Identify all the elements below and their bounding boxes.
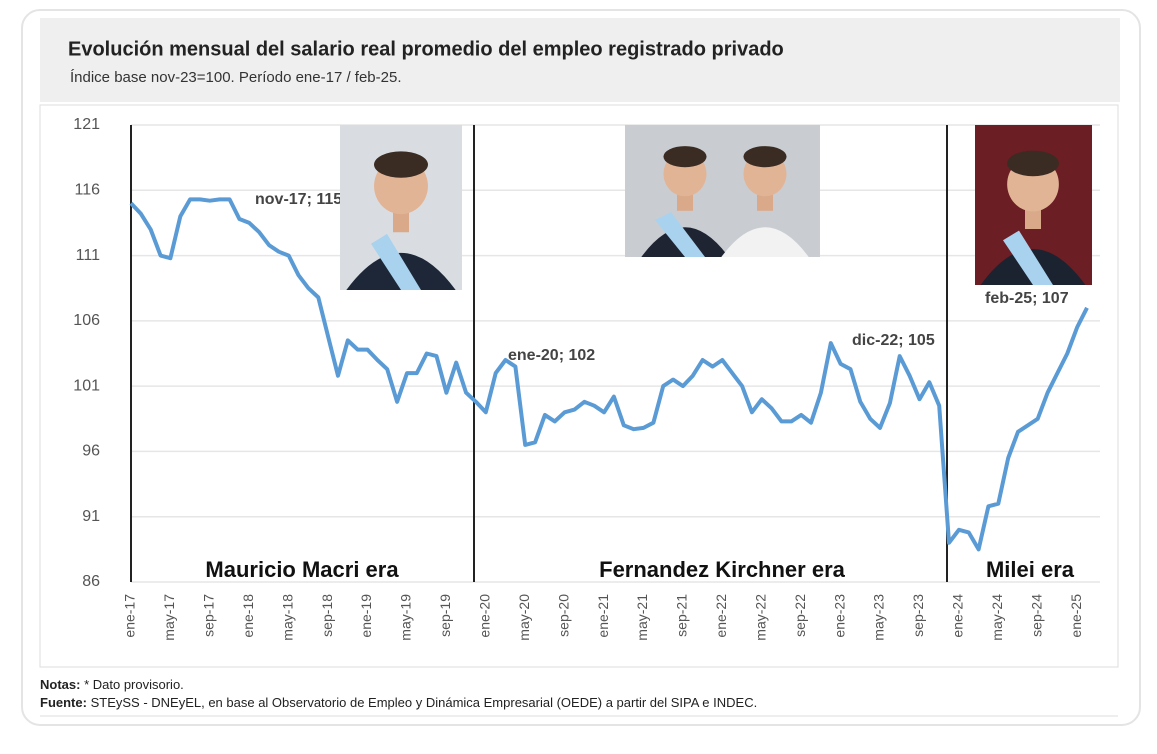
y-tick-label: 96 <box>82 443 100 460</box>
source: Fuente: STEySS - DNEyEL, en base al Obse… <box>40 695 757 710</box>
x-tick-label: sep-17 <box>201 594 217 637</box>
photo-hair <box>374 151 428 178</box>
x-tick-label: ene-25 <box>1068 594 1084 638</box>
photo-sash <box>371 233 421 290</box>
chart-title: Evolución mensual del salario real prome… <box>68 38 784 60</box>
x-tick-label: may-23 <box>871 594 887 641</box>
x-tick-label: ene-18 <box>240 594 256 638</box>
annotation: dic-22; 105 <box>852 332 935 349</box>
x-tick-label: ene-22 <box>713 594 729 638</box>
x-tick-label: sep-21 <box>674 594 690 637</box>
x-tick-label: ene-17 <box>122 594 138 638</box>
y-tick-label: 106 <box>73 312 100 329</box>
notes-label: Notas: <box>40 677 80 692</box>
era-label: Fernandez Kirchner era <box>599 557 846 582</box>
notes-text: * Dato provisorio. <box>84 677 184 692</box>
y-tick-label: 111 <box>76 247 100 264</box>
photo-sash <box>655 212 705 257</box>
x-tick-label: sep-24 <box>1028 594 1044 637</box>
plot: 86 91 96 101 106 111 116 121 ene-17 may-17 sep-17 e… <box>73 116 1100 641</box>
source-text: STEySS - DNEyEL, en base al Observatorio… <box>91 695 758 710</box>
x-tick-label: ene-19 <box>358 594 374 638</box>
chart-subtitle: Índice base nov-23=100. Período ene-17 /… <box>70 69 402 86</box>
x-tick-label: sep-19 <box>437 594 453 637</box>
x-tick-label: may-24 <box>989 594 1005 641</box>
photo-hair <box>663 146 707 168</box>
source-label: Fuente: <box>40 695 87 710</box>
x-tick-label: sep-20 <box>555 594 571 637</box>
x-tick-label: ene-20 <box>477 594 493 638</box>
data-line <box>129 197 1089 552</box>
x-tick-label: may-20 <box>516 594 532 641</box>
x-tick-label: ene-23 <box>831 594 847 638</box>
notes: Notas: * Dato provisorio. <box>40 677 184 692</box>
x-tick-label: sep-22 <box>792 594 808 637</box>
y-tick-label: 101 <box>73 377 100 394</box>
photo-hair <box>743 146 787 168</box>
photo-sash <box>1003 230 1053 285</box>
x-tick-label: sep-18 <box>319 594 335 637</box>
era-label: Milei era <box>986 557 1075 582</box>
photo <box>625 125 820 257</box>
y-tick-label: 91 <box>82 508 100 525</box>
x-tick-label: may-21 <box>634 594 650 641</box>
y-tick-label: 86 <box>82 573 100 590</box>
x-tick-label: may-19 <box>398 594 414 641</box>
annotation: ene-20; 102 <box>508 347 595 364</box>
photo-body <box>721 227 809 257</box>
header-bg <box>40 18 1120 102</box>
photo-hair <box>1007 150 1059 177</box>
x-tick-label: ene-21 <box>595 594 611 638</box>
y-tick-label: 121 <box>73 116 100 133</box>
x-tick-label: may-17 <box>161 594 177 641</box>
annotation: nov-17; 115 <box>255 191 342 208</box>
y-tick-label: 116 <box>74 182 100 199</box>
x-tick-label: may-22 <box>752 594 768 641</box>
x-tick-label: sep-23 <box>910 594 926 637</box>
x-tick-label: may-18 <box>279 594 295 641</box>
era-label: Mauricio Macri era <box>205 557 399 582</box>
annotation: feb-25; 107 <box>985 290 1069 307</box>
x-tick-label: ene-24 <box>950 594 966 638</box>
